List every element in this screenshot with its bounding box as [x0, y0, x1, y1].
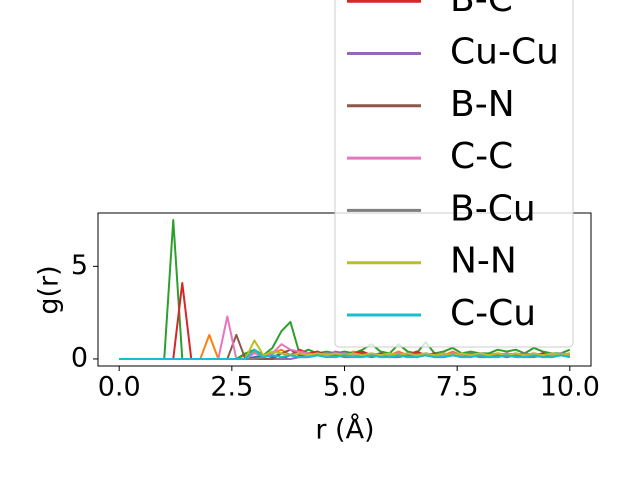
x-tick-label: 2.5 [210, 372, 253, 403]
legend-label: Cu-Cu [450, 32, 559, 73]
y-tick-label: 5 [71, 250, 88, 281]
legend-label: N-N [450, 241, 517, 282]
legend-label: C-C [450, 136, 513, 177]
legend-label: B-Cu [450, 188, 536, 229]
legend-label: B-C [450, 0, 513, 20]
series-line [119, 348, 571, 360]
x-tick-label: 5.0 [323, 372, 366, 403]
y-tick-label: 0 [71, 342, 88, 373]
x-tick-label: 0.0 [98, 372, 141, 403]
y-axis-label: g(r) [34, 265, 65, 314]
legend-label: B-N [450, 84, 515, 125]
x-axis-label: r (Å) [315, 414, 374, 446]
legend-label: C-Cu [450, 293, 536, 334]
x-tick-label: 7.5 [436, 372, 479, 403]
x-tick-label: 10.0 [540, 372, 600, 403]
legend-box [334, 0, 574, 348]
